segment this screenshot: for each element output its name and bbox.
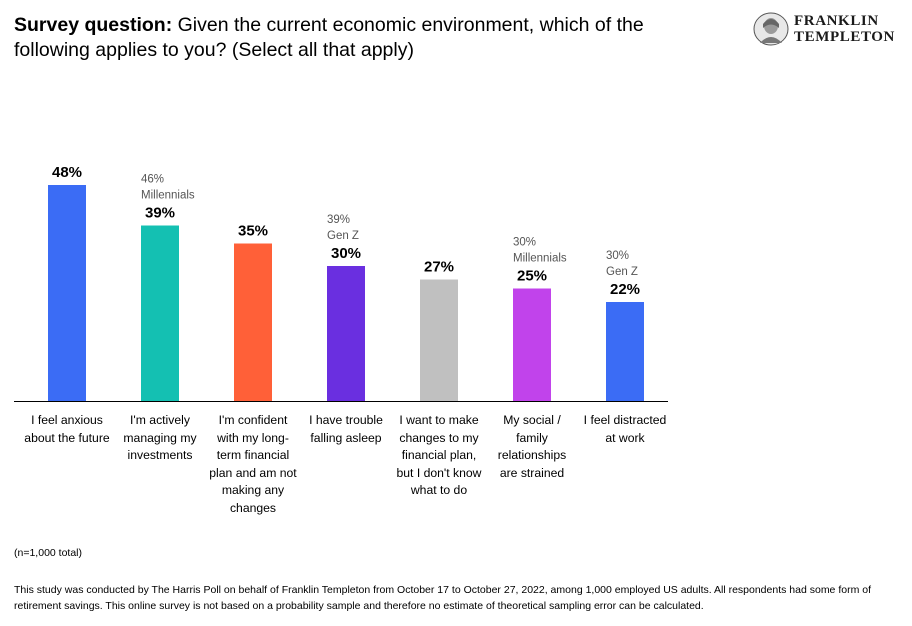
bar-value-label: 30% xyxy=(331,245,361,262)
category-label: I'm confident with my long-term financial… xyxy=(205,412,301,518)
category-label-line: managing my xyxy=(123,430,197,445)
bar-value-label: 27% xyxy=(424,259,454,276)
bar xyxy=(234,243,272,401)
category-label-line: plan and am not xyxy=(209,465,297,480)
category-label-line: term financial xyxy=(216,448,290,463)
bar-value-label: 35% xyxy=(238,223,268,240)
annotation-group: Gen Z xyxy=(606,266,638,278)
category-label-line: family xyxy=(516,430,548,445)
annotation-value: 30% xyxy=(513,237,536,249)
bar xyxy=(48,185,86,401)
bar xyxy=(327,266,365,401)
category-label-line: are strained xyxy=(499,465,565,480)
category-label-line: I'm confident xyxy=(218,413,288,427)
franklin-templeton-logo: FRANKLIN TEMPLETON xyxy=(752,12,902,46)
category-label-line: falling asleep xyxy=(310,430,382,445)
category-label-line: changes xyxy=(229,500,277,515)
annotation-group: Gen Z xyxy=(327,230,359,242)
annotation-group: Millennials xyxy=(513,253,567,265)
bar-value-label: 48% xyxy=(52,164,82,181)
category-label: I want to make changes to my financial pla… xyxy=(391,412,487,500)
bar xyxy=(513,288,551,401)
annotation-value: 46% xyxy=(141,174,164,186)
chart-title: Survey question: Given the current econo… xyxy=(14,13,694,63)
category-label-line: I'm actively xyxy=(130,413,190,427)
annotation-value: 39% xyxy=(327,214,350,226)
sample-size-note: (n=1,000 total) xyxy=(14,547,83,559)
category-label-line: investments xyxy=(127,448,193,463)
category-label: I feel anxious about the future xyxy=(19,412,115,447)
annotation-value: 30% xyxy=(606,250,629,262)
category-label-line: but I don't know xyxy=(396,465,482,480)
category-label-line: what to do xyxy=(410,483,468,498)
category-label: I feel distracted at work xyxy=(577,412,673,447)
title-question: Given the current economic environment, … xyxy=(14,14,644,61)
category-label: My social / family relationships are strain… xyxy=(484,412,580,482)
category-label-line: at work xyxy=(605,430,645,445)
category-label-line: about the future xyxy=(24,430,110,445)
bar-value-label: 22% xyxy=(610,281,640,298)
benjamin-franklin-portrait-icon xyxy=(753,12,789,46)
category-label-line: I feel distracted xyxy=(583,413,667,427)
bar-value-label: 39% xyxy=(145,205,175,222)
category-label-line: I have trouble xyxy=(309,413,383,427)
title-lead: Survey question: xyxy=(14,14,173,36)
category-label-line: My social / xyxy=(503,413,561,427)
category-label-line: I feel anxious xyxy=(31,413,103,427)
bar-value-label: 25% xyxy=(517,268,547,285)
category-label-line: with my long- xyxy=(217,430,289,445)
logo-wordmark: FRANKLIN TEMPLETON xyxy=(794,13,895,45)
logo-line-1: FRANKLIN xyxy=(794,13,879,29)
methodology-footnote: This study was conducted by The Harris P… xyxy=(14,584,871,612)
category-label-line: I want to make xyxy=(399,413,479,427)
category-label: I have trouble falling asleep xyxy=(298,412,394,447)
category-label: I'm actively managing my investments xyxy=(112,412,208,465)
logo-line-2: TEMPLETON xyxy=(794,29,895,45)
category-label-line: making any xyxy=(221,483,285,498)
bar xyxy=(141,225,179,401)
category-label-line: financial plan, xyxy=(401,448,477,463)
bar xyxy=(420,279,458,401)
category-label-line: relationships xyxy=(497,448,567,463)
annotation-group: Millennials xyxy=(141,190,195,202)
bar-chart: 48% 39% 46% Millennials 35% 30% 39% Gen Z 27% 25%… xyxy=(14,164,668,402)
category-label-line: changes to my xyxy=(399,430,479,445)
bar xyxy=(606,302,644,401)
